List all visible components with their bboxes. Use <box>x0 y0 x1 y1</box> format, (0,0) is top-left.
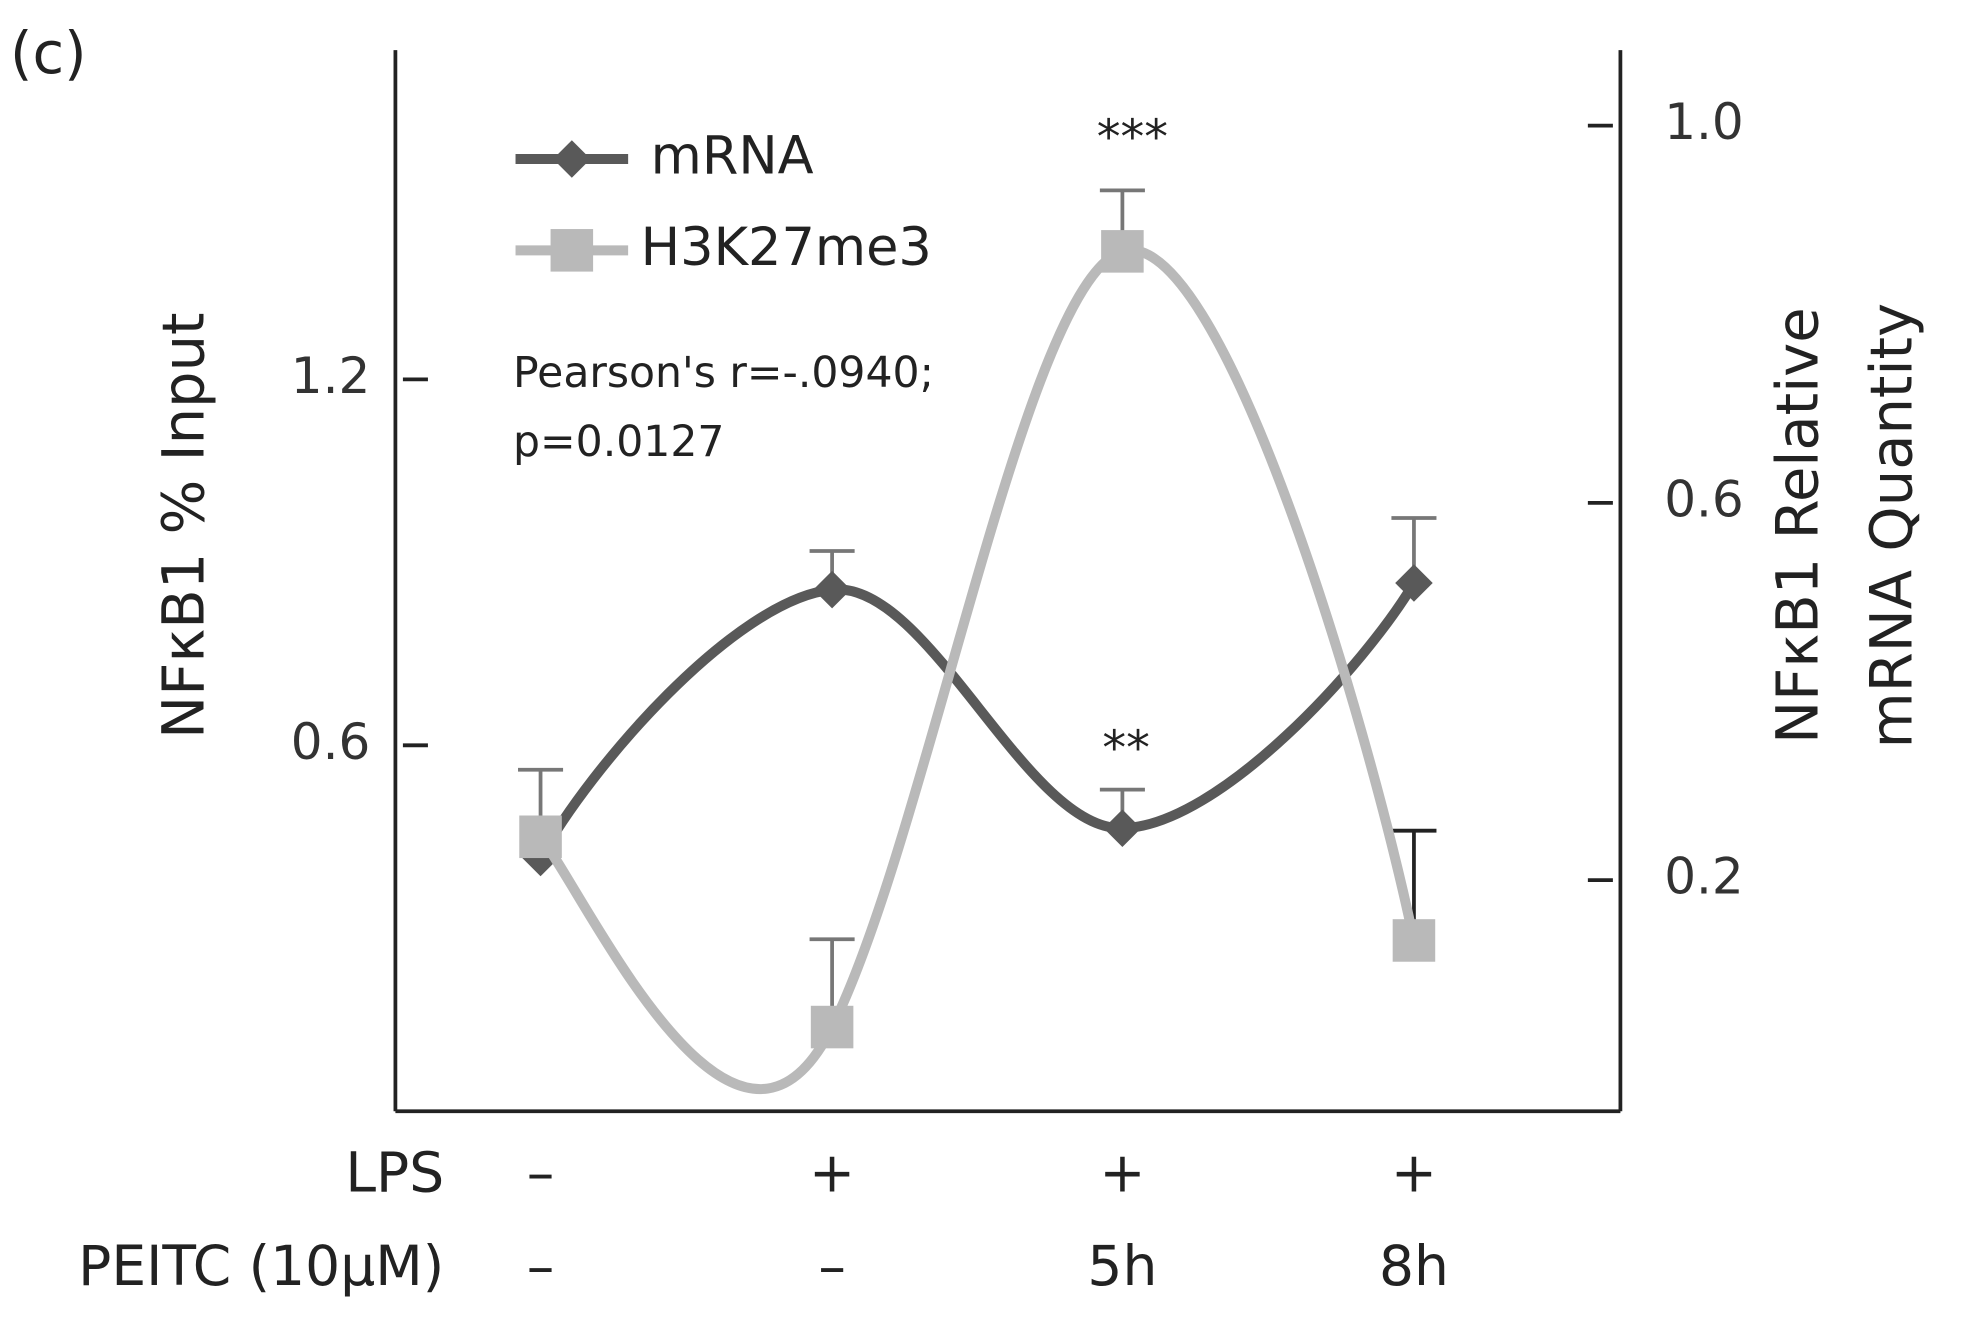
y-axis-title: NFκB1 % Input <box>150 312 217 738</box>
marker <box>1101 230 1144 273</box>
stats-text: p=0.0127 <box>513 418 724 467</box>
row-label: LPS <box>345 1140 444 1204</box>
y-tick-label: 1.2 <box>291 347 371 405</box>
panel-label: (c) <box>10 20 87 87</box>
y-tick-label: 0.6 <box>291 713 371 771</box>
legend-marker <box>550 229 594 272</box>
x-tick-label: – <box>527 1140 555 1204</box>
marker <box>810 1005 854 1049</box>
row-label: PEITC (10μM) <box>78 1234 444 1298</box>
marker <box>1103 809 1142 848</box>
marker <box>519 815 562 859</box>
stats-text: Pearson's r=-.0940; <box>513 349 934 398</box>
x-tick-label: 5h <box>1087 1234 1157 1298</box>
marker <box>813 570 851 609</box>
legend-marker <box>553 140 591 178</box>
series-line <box>536 245 1419 1095</box>
y2-tick-label: 0.6 <box>1664 470 1744 528</box>
y2-tick-label: 1.0 <box>1664 93 1744 151</box>
legend-label: H3K27me3 <box>641 217 932 278</box>
y2-axis-title: mRNA Quantity <box>1858 303 1925 748</box>
series-line <box>536 580 1419 860</box>
x-tick-label: 8h <box>1379 1234 1449 1298</box>
marker <box>1395 564 1433 602</box>
y2-axis-title: NFκB1 Relative <box>1764 307 1831 744</box>
x-tick-label: – <box>527 1234 555 1298</box>
x-tick-label: + <box>1391 1140 1437 1204</box>
x-tick-label: – <box>818 1234 846 1298</box>
y2-tick-label: 0.2 <box>1664 848 1744 906</box>
x-tick-label: + <box>809 1140 855 1204</box>
significance: *** <box>1097 110 1168 165</box>
legend-label: mRNA <box>651 126 814 187</box>
x-tick-label: + <box>1099 1140 1145 1204</box>
marker <box>1392 919 1436 962</box>
significance: ** <box>1102 721 1150 776</box>
